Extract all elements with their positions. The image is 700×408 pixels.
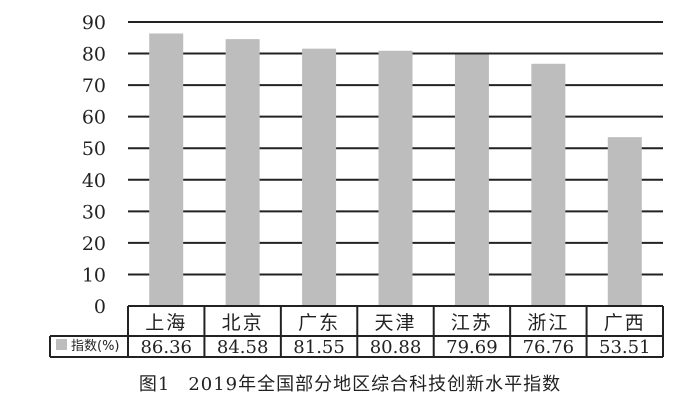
category-label: 广东	[298, 312, 340, 334]
bar	[149, 33, 184, 307]
category-label: 广西	[604, 312, 646, 334]
bar	[531, 63, 566, 306]
category-label: 天津	[374, 312, 416, 334]
figure-label: 图1	[138, 374, 171, 395]
category-label: 江苏	[451, 312, 493, 334]
value-label: 53.51	[599, 337, 651, 358]
category-label: 浙江	[527, 312, 569, 334]
category-label: 北京	[222, 312, 264, 334]
y-tick-label: 90	[82, 12, 106, 34]
bar	[225, 39, 260, 306]
bar	[607, 137, 642, 306]
y-tick-label: 50	[82, 138, 106, 160]
value-label: 86.36	[140, 337, 192, 358]
y-tick-label: 80	[82, 44, 106, 66]
y-tick-label: 40	[82, 170, 106, 192]
figure-caption: 图1 2019年全国部分地区综合科技创新水平指数	[0, 370, 700, 396]
value-label: 81.55	[293, 337, 345, 358]
y-tick-label: 20	[82, 233, 106, 255]
bar-chart: 0 10 20 30 40 50 60 70 80 90 上海 北京 广东 天津 江苏 浙江 广西 86.36 84…	[49, 12, 664, 358]
y-tick-label: 10	[82, 264, 106, 286]
y-tick-label: 60	[82, 107, 106, 129]
value-label: 80.88	[370, 337, 422, 358]
legend-swatch	[56, 339, 67, 350]
figure-title: 2019年全国部分地区综合科技创新水平指数	[188, 374, 562, 395]
legend-label: 指数(%)	[71, 339, 120, 354]
value-label: 79.69	[446, 337, 498, 358]
category-label: 上海	[145, 312, 187, 334]
bar	[378, 50, 413, 306]
value-label: 76.76	[523, 337, 575, 358]
y-tick-label: 70	[82, 75, 106, 97]
y-tick-label: 0	[94, 296, 106, 318]
value-label: 84.58	[217, 337, 269, 358]
y-tick-label: 30	[82, 201, 106, 223]
bar	[454, 54, 489, 306]
bar	[302, 48, 337, 307]
